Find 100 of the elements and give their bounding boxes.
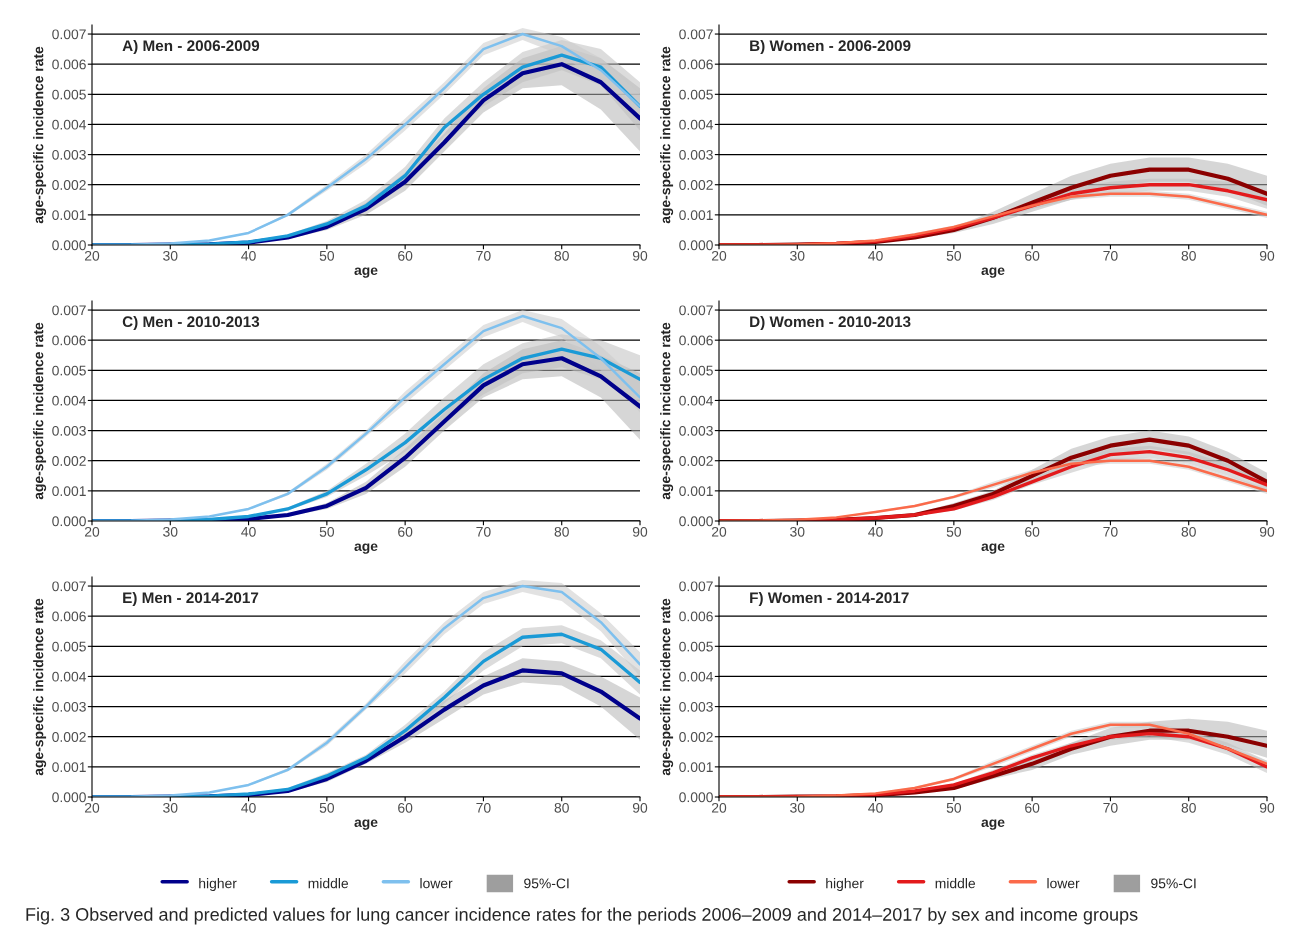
legend-label: lower (1047, 878, 1080, 889)
legend-label: middle (308, 878, 349, 889)
text: A) Men - 2006-2009 (122, 39, 260, 55)
y-tick-label: 0.005 (52, 89, 86, 100)
y-tick-label: 0.005 (52, 641, 86, 652)
x-tick-label: 70 (1103, 526, 1118, 537)
y-tick-label: 0.004 (679, 119, 714, 130)
y-tick-label: 0.007 (679, 29, 713, 40)
y-tick-label: 0.007 (679, 581, 713, 592)
y-tick-label: 0.003 (679, 149, 713, 160)
x-tick-label: 50 (946, 250, 962, 261)
y-tick-label: 0.001 (52, 762, 86, 773)
y-tick-label: 0.002 (52, 732, 86, 742)
x-tick-label: 80 (554, 526, 569, 537)
x-tick-label: 30 (163, 250, 178, 261)
y-axis-title: age-specific incidence rate (33, 322, 47, 500)
text: E) Men - 2014-2017 (123, 591, 259, 607)
x-axis-title: age (981, 819, 1005, 830)
y-tick-label: 0.006 (52, 611, 86, 622)
x-tick-label: 40 (241, 802, 256, 813)
x-tick-label: 20 (711, 526, 727, 537)
y-axis-title: age-specific incidence rate (660, 598, 674, 776)
text: C) Men - 2010-2013 (122, 315, 260, 331)
x-tick-label: 50 (319, 802, 335, 813)
y-tick-label: 0.000 (679, 792, 713, 803)
y-tick-label: 0.007 (52, 581, 86, 592)
x-tick-label: 50 (946, 526, 962, 537)
y-tick-label: 0.000 (52, 792, 86, 803)
y-tick-label: 0.003 (52, 149, 86, 160)
x-tick-label: 40 (868, 526, 883, 537)
y-tick-label: 0.000 (679, 516, 713, 527)
x-tick-label: 60 (1025, 802, 1040, 813)
text: F) Women - 2014-2017 (750, 591, 909, 607)
x-tick-label: 30 (163, 802, 178, 813)
x-axis-title: age (981, 543, 1005, 554)
y-tick-label: 0.005 (679, 365, 713, 376)
x-axis-title: age (354, 267, 378, 278)
y-tick-label: 0.003 (52, 425, 86, 436)
caption: Fig. 3 Observed and predicted values for lung cancer incidence rates for the periods 2006–2009 and 2014–2017 by sex and income groups (26, 907, 1138, 925)
x-tick-label: 40 (868, 250, 883, 261)
text: 95%-CI (524, 878, 569, 889)
x-tick-label: 20 (84, 802, 100, 813)
x-tick-label: 90 (1259, 250, 1275, 261)
y-tick-label: 0.003 (679, 425, 713, 436)
x-tick-label: 90 (632, 250, 648, 261)
legend-label: middle (935, 878, 976, 889)
x-tick-label: 70 (1103, 802, 1118, 813)
x-tick-label: 60 (398, 250, 413, 261)
x-tick-label: 70 (476, 802, 491, 813)
x-tick-label: 60 (1025, 526, 1040, 537)
y-axis-title: age-specific incidence rate (33, 46, 47, 224)
y-tick-label: 0.004 (52, 395, 87, 406)
y-tick-label: 0.004 (52, 671, 87, 682)
y-tick-label: 0.003 (52, 701, 86, 712)
x-tick-label: 80 (1181, 802, 1196, 813)
x-tick-label: 20 (84, 250, 100, 261)
y-tick-label: 0.001 (52, 486, 86, 497)
x-tick-label: 60 (398, 802, 413, 813)
y-tick-label: 0.004 (679, 671, 714, 682)
x-axis-title: age (354, 819, 378, 830)
x-tick-label: 30 (790, 526, 805, 537)
legend-label: higher (826, 878, 864, 892)
y-tick-label: 0.006 (679, 611, 713, 622)
text: 95%-CI (1151, 878, 1196, 889)
x-tick-label: 80 (554, 250, 569, 261)
x-tick-label: 70 (1103, 250, 1118, 261)
y-tick-label: 0.006 (52, 59, 86, 70)
text: B) Women - 2006-2009 (750, 39, 911, 55)
x-tick-label: 50 (319, 250, 335, 261)
x-tick-label: 20 (711, 250, 727, 261)
y-tick-label: 0.002 (52, 180, 86, 190)
y-tick-label: 0.001 (679, 762, 713, 773)
y-tick-label: 0.002 (679, 180, 713, 190)
x-tick-label: 80 (1181, 526, 1196, 537)
x-tick-label: 30 (163, 526, 178, 537)
y-tick-label: 0.002 (679, 456, 713, 466)
text: D) Women - 2010-2013 (750, 315, 911, 331)
x-axis-title: age (981, 267, 1005, 278)
y-tick-label: 0.003 (679, 701, 713, 712)
y-tick-label: 0.004 (52, 119, 87, 130)
y-tick-label: 0.002 (679, 732, 713, 742)
x-tick-label: 20 (711, 802, 727, 813)
y-tick-label: 0.006 (52, 335, 86, 346)
x-tick-label: 40 (241, 526, 256, 537)
x-tick-label: 50 (319, 526, 335, 537)
x-axis-title: age (354, 543, 378, 554)
y-tick-label: 0.000 (52, 240, 86, 251)
y-tick-label: 0.001 (679, 210, 713, 221)
x-tick-label: 90 (1259, 802, 1275, 813)
x-tick-label: 80 (1181, 250, 1196, 261)
y-tick-label: 0.001 (52, 210, 86, 221)
y-axis-title: age-specific incidence rate (660, 322, 674, 500)
y-tick-label: 0.005 (679, 89, 713, 100)
x-tick-label: 30 (790, 802, 805, 813)
x-tick-label: 20 (84, 526, 100, 537)
x-tick-label: 30 (790, 250, 805, 261)
x-tick-label: 70 (476, 250, 491, 261)
y-tick-label: 0.006 (679, 59, 713, 70)
x-tick-label: 80 (554, 802, 569, 813)
y-axis-title: age-specific incidence rate (660, 46, 674, 224)
